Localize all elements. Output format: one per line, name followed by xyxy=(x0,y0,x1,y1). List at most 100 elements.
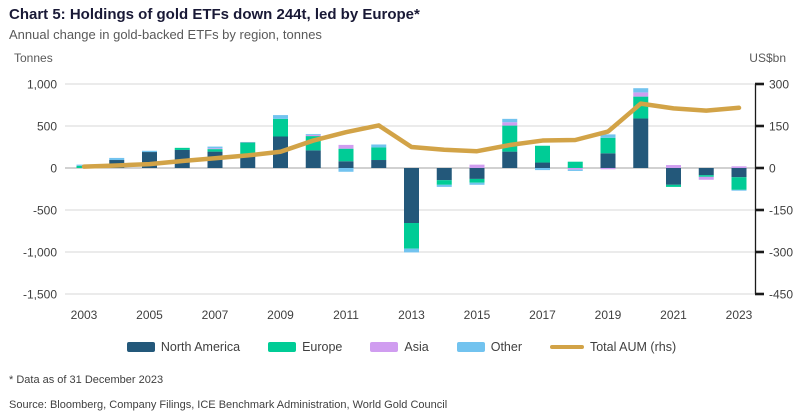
x-axis-tick-label: 2011 xyxy=(333,308,359,322)
legend-item-asia: Asia xyxy=(370,340,429,354)
bar-segment-2011-asia xyxy=(338,144,354,149)
bar-segment-2004-other xyxy=(109,157,125,161)
left-axis-tick-label: 500 xyxy=(37,120,57,134)
legend-label-total-aum-rhs: Total AUM (rhs) xyxy=(589,340,677,354)
bar-segment-2009-europe xyxy=(273,118,288,137)
bar-segment-2018-asia xyxy=(567,168,583,170)
bar-segment-2017-other xyxy=(535,168,550,171)
legend-swatch-north-america xyxy=(126,342,155,352)
chart-title: Chart 5: Holdings of gold ETFs down 244t… xyxy=(9,6,420,23)
legend-label-asia: Asia xyxy=(404,340,429,354)
bar-segment-2020-other xyxy=(633,88,649,93)
bar-segment-2019-asia xyxy=(600,168,616,170)
bar-segment-2022-asia xyxy=(698,176,714,180)
legend-swatch-other xyxy=(456,342,485,352)
bar-segment-2023-europe xyxy=(731,177,747,190)
bar-segment-2014-other xyxy=(436,184,452,187)
bar-segment-2010-north-america xyxy=(305,150,321,168)
bar-segment-2023-asia xyxy=(731,166,747,168)
bar-segment-2014-north-america xyxy=(436,168,452,181)
bar-segment-2020-north-america xyxy=(633,118,649,168)
x-axis-tick-label: 2007 xyxy=(202,308,229,322)
left-axis-unit-label: Tonnes xyxy=(14,51,53,65)
x-axis-tick-label: 2005 xyxy=(136,308,163,322)
legend-item-total-aum-rhs: Total AUM (rhs) xyxy=(549,340,677,354)
right-axis-tick-label: -450 xyxy=(769,288,793,302)
left-axis-tick-label: 1,000 xyxy=(27,78,57,92)
right-axis-tick-label: -300 xyxy=(769,246,793,260)
left-axis-tick-label: -500 xyxy=(33,204,57,218)
legend-swatch-asia xyxy=(370,342,399,352)
x-axis-tick-label: 2009 xyxy=(267,308,294,322)
bar-segment-2011-europe xyxy=(338,148,354,162)
legend-swatch-total-aum-rhs xyxy=(549,344,584,350)
bar-segment-2019-north-america xyxy=(600,153,616,168)
bar-segment-2013-other xyxy=(404,248,419,253)
bar-segment-2018-other xyxy=(567,169,583,171)
bar-segment-2012-europe xyxy=(371,147,387,161)
legend-label-north-america: North America xyxy=(160,340,241,354)
x-axis-tick-label: 2023 xyxy=(726,308,753,322)
legend-label-other: Other xyxy=(490,340,522,354)
bar-segment-2011-other xyxy=(338,168,354,172)
bar-segment-2023-other xyxy=(731,189,747,191)
x-axis-tick-label: 2013 xyxy=(398,308,425,322)
legend-swatch-europe xyxy=(268,342,297,352)
bar-segment-2021-asia xyxy=(666,165,681,168)
bar-segment-2015-north-america xyxy=(469,168,485,179)
bar-segment-2009-other xyxy=(273,115,288,119)
bar-segment-2021-europe xyxy=(666,184,681,187)
bar-segment-2006-europe xyxy=(174,147,190,150)
bar-segment-2007-other xyxy=(207,146,223,149)
legend-item-other: Other xyxy=(456,340,522,354)
bar-segment-2011-north-america xyxy=(338,161,354,168)
x-axis-tick-label: 2015 xyxy=(464,308,491,322)
chart-legend: North America Europe Asia Other Total AUM (r… xyxy=(0,340,803,354)
legend-item-north-america: North America xyxy=(126,340,241,354)
bar-segment-2019-other xyxy=(600,134,616,138)
bar-segment-2015-other xyxy=(469,182,485,185)
bar-segment-2016-other xyxy=(502,118,518,123)
bar-segment-2014-europe xyxy=(436,180,452,185)
bar-segment-2012-north-america xyxy=(371,160,387,168)
bar-segment-2013-europe xyxy=(404,223,419,249)
legend-item-europe: Europe xyxy=(268,340,342,354)
legend-label-europe: Europe xyxy=(302,340,343,354)
bar-segment-2019-europe xyxy=(600,137,616,154)
x-axis-tick-label: 2019 xyxy=(595,308,622,322)
bar-segment-2013-north-america xyxy=(404,168,419,224)
bar-segment-2022-europe xyxy=(698,175,714,177)
right-axis-tick-label: 0 xyxy=(769,162,776,176)
bar-segment-2017-europe xyxy=(535,145,550,163)
bar-segment-2010-other xyxy=(305,133,321,135)
chart-footnote: * Data as of 31 December 2023 xyxy=(9,374,164,386)
right-axis-tick-label: -150 xyxy=(769,204,793,218)
bar-segment-2015-asia xyxy=(469,164,485,168)
total-aum-line xyxy=(81,101,742,169)
bar-segment-2016-north-america xyxy=(502,151,518,168)
bar-segment-2007-asia xyxy=(207,148,223,150)
bar-segment-2008-europe xyxy=(240,142,256,156)
bar-segment-2021-north-america xyxy=(666,168,681,185)
right-axis-tick-label: 150 xyxy=(769,120,789,134)
left-axis-tick-label: -1,000 xyxy=(23,246,57,260)
bar-segment-2012-other xyxy=(371,144,387,148)
right-axis-tick-label: 300 xyxy=(769,78,789,92)
bar-segment-2015-europe xyxy=(469,178,485,183)
x-axis-tick-label: 2003 xyxy=(71,308,98,322)
left-axis-tick-label: 0 xyxy=(50,162,57,176)
left-axis-tick-label: -1,500 xyxy=(23,288,57,302)
right-axis-unit-label: US$bn xyxy=(749,51,786,65)
bar-segment-2005-other xyxy=(142,150,157,153)
bar-segment-2023-north-america xyxy=(731,168,747,178)
bar-segment-2007-europe xyxy=(207,149,223,152)
bar-segment-2016-asia xyxy=(502,122,518,126)
chart-source: Source: Bloomberg, Company Filings, ICE … xyxy=(9,399,448,411)
bar-segment-2018-europe xyxy=(567,161,583,168)
bar-segment-2020-asia xyxy=(633,92,649,97)
chart-subtitle: Annual change in gold-backed ETFs by reg… xyxy=(9,27,322,42)
bar-segment-2017-north-america xyxy=(535,162,550,168)
bar-segment-2008-north-america xyxy=(240,155,256,168)
bar-segment-2022-north-america xyxy=(698,168,714,176)
